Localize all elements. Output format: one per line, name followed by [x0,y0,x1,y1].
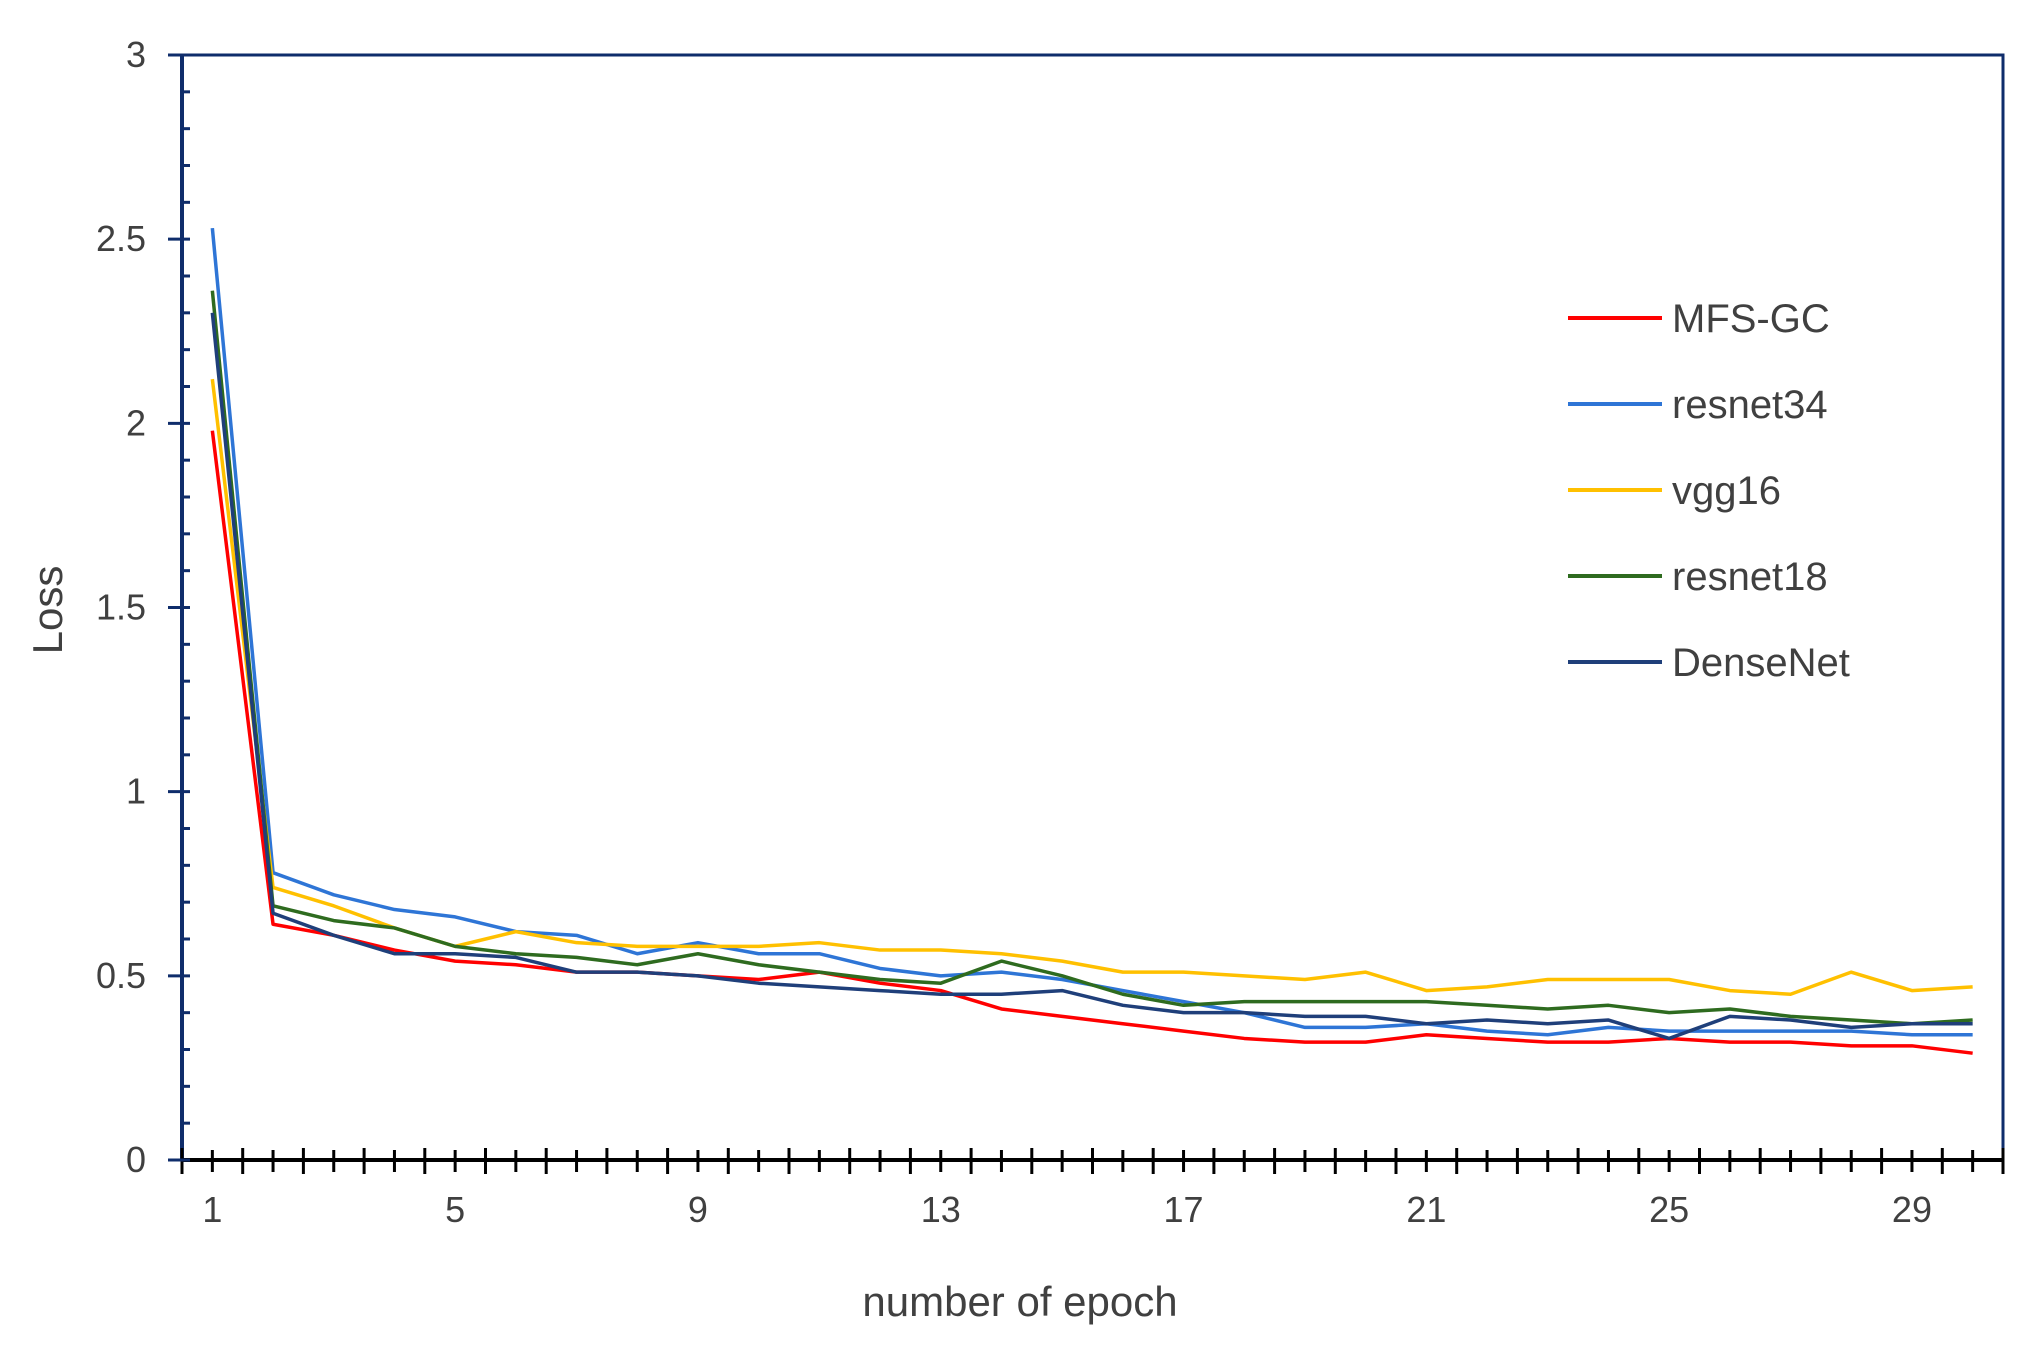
series-line-resnet18 [210,290,1973,1026]
series-line-resnet34 [210,227,1973,1037]
x-tick-label: 13 [921,1189,961,1230]
y-tick-label: 0.5 [96,955,146,996]
series-line-densenet [210,312,1973,1041]
axis-tick-labels: 1 5 9 13 17 21 25 29 0 0.5 1 1.5 2 2.5 3 [96,34,1932,1230]
legend-label-densenet: DenseNet [1672,641,1850,685]
legend-label-resnet34: resnet34 [1672,383,1828,427]
y-tick-label: 2.5 [96,218,146,259]
y-axis-title: Loss [24,566,71,655]
y-tick-label: 1 [126,771,146,812]
y-tick-label: 0 [126,1139,146,1180]
plot-border [180,53,2005,1162]
legend: MFS-GC resnet34 vgg16 resnet18 DenseNet [1568,297,1850,685]
x-tick-label: 17 [1164,1189,1204,1230]
x-tick-label: 9 [688,1189,708,1230]
plot-frame [180,53,2005,1162]
y-tick-label: 1.5 [96,587,146,628]
legend-label-mfs-gc: MFS-GC [1672,297,1830,341]
legend-label-vgg16: vgg16 [1672,469,1781,513]
series-line-mfs-gc [210,430,1973,1055]
series-lines [210,227,1973,1055]
x-tick-label: 25 [1649,1189,1689,1230]
y-tick-label: 2 [126,402,146,443]
x-tick-label: 21 [1406,1189,1446,1230]
x-tick-label: 5 [445,1189,465,1230]
x-tick-label: 1 [202,1189,222,1230]
y-tick-label: 3 [126,34,146,75]
axis-ticks [168,53,2005,1174]
legend-label-resnet18: resnet18 [1672,555,1828,599]
x-axis-title: number of epoch [862,1278,1177,1325]
x-tick-label: 29 [1892,1189,1932,1230]
series-line-vgg16 [210,378,1973,996]
